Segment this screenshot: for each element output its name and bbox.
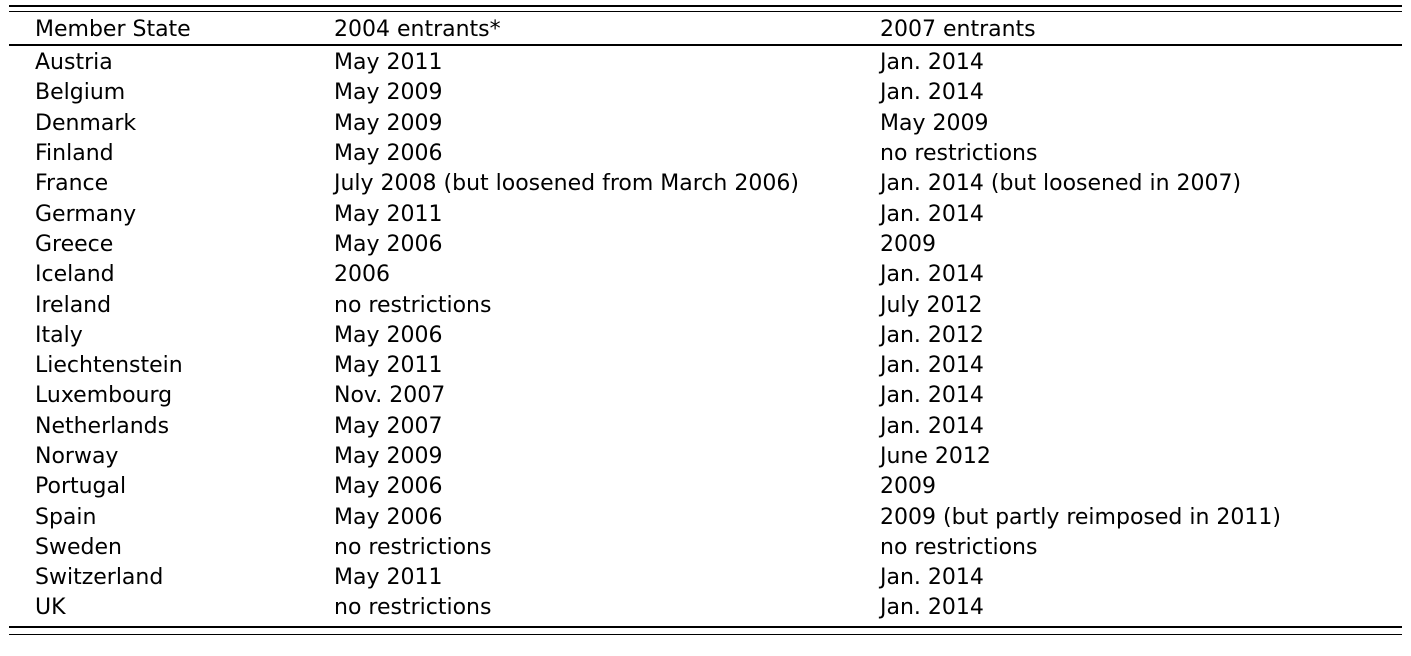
cell-member-state: Denmark [35,110,137,136]
cell-2007-entrants: July 2012 [880,292,983,318]
bottom-rule-inner [9,634,1402,635]
header-2007-entrants: 2007 entrants [880,16,1402,46]
cell-2004-entrants: no restrictions [334,292,492,318]
cell-2004-entrants: May 2009 [334,110,443,136]
cell-2004-entrants: May 2006 [334,231,443,257]
cell-member-state: Italy [35,322,83,348]
cell-2007-entrants: Jan. 2014 [880,413,984,439]
table-body: Austria May 2011 Jan. 2014 Belgium May 2009 J… [9,45,1402,624]
top-rule-inner [9,11,1402,12]
bottom-rule-outer [9,626,1402,628]
table-header-row: Member State 2004 entrants* 2007 entrant… [9,16,1402,46]
header-2004-entrants: 2004 entrants* [334,16,880,46]
cell-2007-entrants: June 2012 [880,444,991,469]
cell-2004-entrants: no restrictions [334,595,492,621]
table-row: Iceland 2006 Jan. 2014 [9,260,1402,290]
table-row: Greece May 2006 2009 [9,230,1402,260]
cell-member-state: Netherlands [35,413,170,439]
cell-2007-entrants: Jan. 2014 [880,80,984,106]
cell-member-state: France [35,171,109,197]
header-member-state: Member State [9,16,334,46]
cell-2007-entrants: Jan. 2014 [880,565,984,591]
table-row: Norway May 2009 June 2012 [9,442,1402,472]
cell-2007-entrants: 2009 [880,231,936,257]
cell-member-state: Switzerland [35,565,164,591]
cell-2004-entrants: May 2009 [334,444,443,469]
table-row: Belgium May 2009 Jan. 2014 [9,78,1402,108]
cell-member-state: Germany [35,201,137,227]
table-row: Ireland no restrictions July 2012 [9,290,1402,320]
table-row: Sweden no restrictions no restrictions [9,533,1402,563]
table-row: Switzerland May 2011 Jan. 2014 [9,563,1402,593]
cell-2004-entrants: 2006 [334,262,390,288]
cell-2004-entrants: no restrictions [334,534,492,560]
cell-member-state: Sweden [35,534,122,560]
cell-2007-entrants: 2009 [880,474,936,500]
table-row: Germany May 2011 Jan. 2014 [9,199,1402,229]
cell-member-state: Liechtenstein [35,353,183,379]
cell-2004-entrants: May 2011 [334,353,443,379]
table-row: Liechtenstein May 2011 Jan. 2014 [9,351,1402,381]
cell-2004-entrants: May 2011 [334,201,443,227]
table-row: Denmark May 2009 May 2009 [9,109,1402,139]
table-row: Austria May 2011 Jan. 2014 [9,45,1402,78]
transition-restrictions-table: Member State 2004 entrants* 2007 entrant… [9,16,1402,624]
cell-member-state: UK [35,595,66,621]
cell-member-state: Norway [35,444,119,469]
cell-2004-entrants: May 2011 [334,50,443,76]
cell-member-state: Austria [35,50,113,76]
cell-2004-entrants: July 2008 (but loosened from March 2006) [334,171,799,197]
cell-2007-entrants: no restrictions [880,534,1038,560]
table-row: France July 2008 (but loosened from March… [9,169,1402,199]
cell-2004-entrants: May 2006 [334,504,443,530]
top-rule-outer [9,5,1402,7]
cell-2007-entrants: 2009 (but partly reimposed in 2011) [880,504,1281,530]
cell-2007-entrants: Jan. 2014 [880,353,984,379]
cell-2007-entrants: Jan. 2012 [880,322,984,348]
cell-2004-entrants: May 2007 [334,413,443,439]
table-row: Italy May 2006 Jan. 2012 [9,321,1402,351]
cell-member-state: Ireland [35,292,112,318]
cell-2007-entrants: Jan. 2014 [880,595,984,621]
cell-member-state: Greece [35,231,114,257]
cell-2004-entrants: May 2006 [334,322,443,348]
cell-2004-entrants: May 2011 [334,565,443,591]
cell-2007-entrants: Jan. 2014 [880,50,984,76]
cell-2007-entrants: Jan. 2014 [880,383,984,409]
table-row: Netherlands May 2007 Jan. 2014 [9,412,1402,442]
cell-2004-entrants: May 2006 [334,474,443,500]
cell-2007-entrants: no restrictions [880,141,1038,167]
table-row: Luxembourg Nov. 2007 Jan. 2014 [9,381,1402,411]
cell-member-state: Luxembourg [35,383,173,409]
table-row: Spain May 2006 2009 (but partly reimposed … [9,502,1402,532]
cell-2007-entrants: May 2009 [880,110,989,136]
cell-member-state: Portugal [35,474,127,500]
cell-2007-entrants: Jan. 2014 (but loosened in 2007) [880,171,1242,197]
cell-member-state: Iceland [35,262,115,288]
table-row: UK no restrictions Jan. 2014 [9,593,1402,623]
table-row: Portugal May 2006 2009 [9,472,1402,502]
cell-2007-entrants: Jan. 2014 [880,201,984,227]
table-row: Finland May 2006 no restrictions [9,139,1402,169]
cell-2004-entrants: Nov. 2007 [334,383,446,409]
cell-2004-entrants: May 2006 [334,141,443,167]
cell-2007-entrants: Jan. 2014 [880,262,984,288]
cell-member-state: Spain [35,504,97,530]
cell-member-state: Belgium [35,80,126,106]
cell-2004-entrants: May 2009 [334,80,443,106]
cell-member-state: Finland [35,141,114,167]
